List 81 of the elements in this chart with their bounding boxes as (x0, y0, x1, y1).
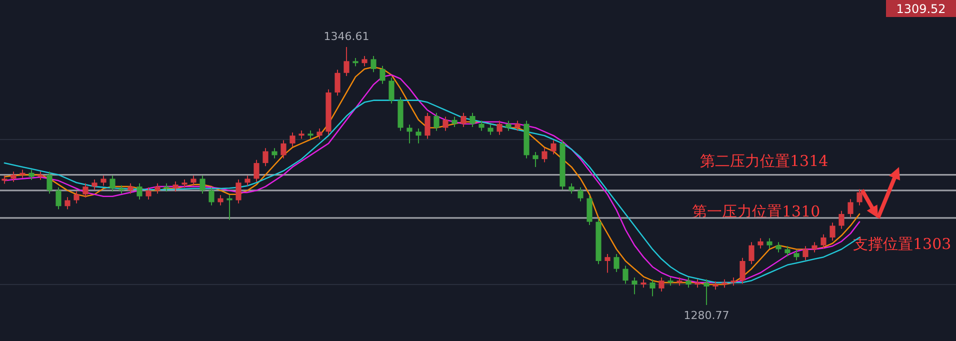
candlestick (10, 171, 16, 182)
candlestick (172, 180, 178, 192)
candlestick (496, 120, 502, 136)
candlestick (784, 246, 790, 257)
candlestick (586, 194, 592, 226)
candlestick (100, 175, 106, 186)
candlestick (208, 186, 214, 206)
candlestick (578, 186, 584, 202)
candlestick (92, 178, 98, 190)
ref-line-label: 第二压力位置1314 (700, 152, 828, 170)
candlestick (650, 278, 656, 297)
candlestick (334, 69, 340, 96)
candlestick (82, 182, 88, 198)
candlestick (658, 276, 664, 292)
candlestick (830, 222, 836, 242)
candlestick (226, 194, 232, 220)
candlestick (200, 175, 206, 194)
candlestick (622, 265, 628, 284)
candlestick (550, 140, 556, 155)
text: 1309.52 (896, 2, 946, 16)
candlestick (542, 148, 548, 163)
candlestick (218, 194, 224, 206)
candlestick (452, 116, 458, 128)
candlestick (758, 238, 764, 249)
candlestick (434, 112, 440, 132)
candlestick (776, 242, 782, 253)
candlestick (856, 188, 862, 206)
candlestick (614, 253, 620, 272)
candlestick (344, 46, 350, 77)
candlestick (128, 182, 134, 194)
candlestick (514, 120, 520, 132)
candlestick (64, 196, 70, 210)
candlestick (370, 56, 376, 73)
candlestick (424, 112, 430, 140)
candlestick (748, 242, 754, 265)
candlestick (812, 242, 818, 253)
candlestick (604, 253, 610, 274)
candlestick (488, 124, 494, 136)
candlestick (406, 124, 412, 144)
candlestick (478, 120, 484, 132)
candlestick (146, 186, 152, 200)
annotation: 1280.77 (684, 309, 730, 322)
candlestick (568, 182, 574, 194)
candlestick (632, 276, 638, 295)
candlestick (254, 159, 260, 182)
candlestick (236, 178, 242, 204)
candlestick (506, 120, 512, 132)
candlestick (766, 238, 772, 249)
candlestick (388, 77, 394, 104)
ref-line-label: 支撑位置1303 (853, 234, 952, 253)
candlestick (460, 112, 466, 128)
candlestick (532, 152, 538, 168)
candlestick (46, 171, 52, 194)
candlestick (740, 257, 746, 284)
candlestick (380, 65, 386, 84)
candlestick (280, 140, 286, 159)
candlestick (74, 190, 80, 204)
candlestick (416, 128, 422, 144)
candlestick (154, 182, 160, 194)
candlestick (244, 175, 250, 186)
candlestick (802, 246, 808, 261)
candlestick (442, 116, 448, 132)
ref-line-label: 第一压力位置1310 (692, 202, 820, 220)
candlestick (316, 128, 322, 140)
candlestick (110, 175, 116, 192)
candlestick (848, 198, 854, 218)
candlestick (820, 234, 826, 249)
candlestick (704, 278, 710, 306)
candlestick (136, 182, 142, 200)
candlestick (56, 186, 62, 210)
candlestick (470, 112, 476, 128)
candlestick (686, 276, 692, 288)
candlestick (794, 250, 800, 261)
candlestick (362, 56, 368, 67)
candlestick (262, 148, 268, 167)
candlestick (28, 169, 34, 180)
candlestick (272, 148, 278, 159)
annotation: 1346.61 (324, 30, 370, 43)
candlestick (190, 175, 196, 186)
candlestick (290, 132, 296, 148)
candlestick (838, 210, 844, 230)
